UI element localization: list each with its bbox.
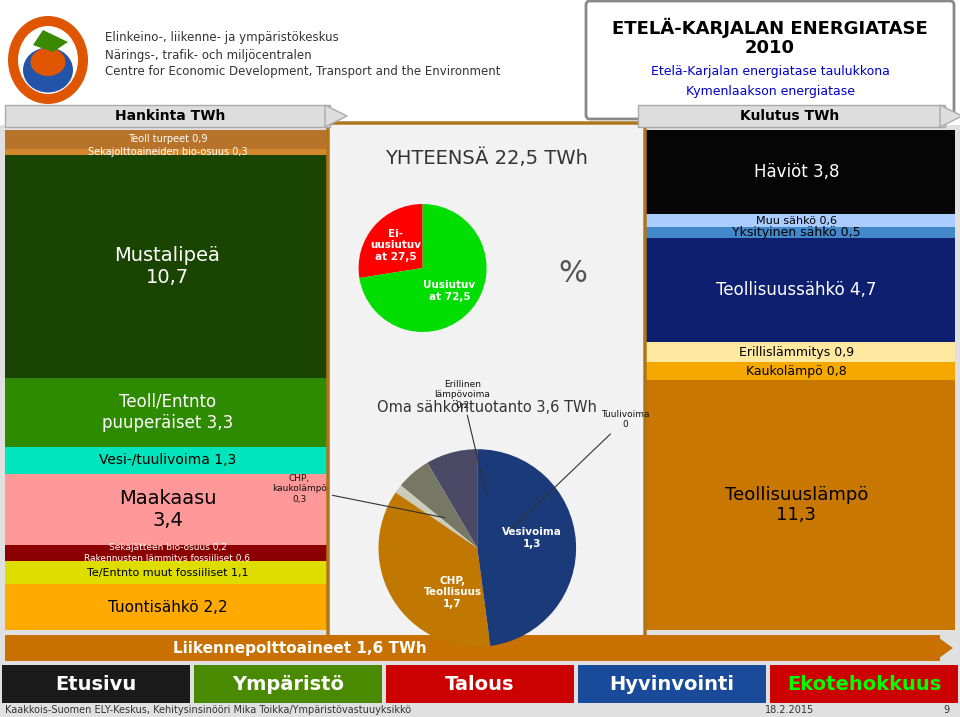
Text: Centre for Economic Development, Transport and the Environment: Centre for Economic Development, Transpo… — [105, 65, 500, 78]
Text: Ekotehokkuus: Ekotehokkuus — [787, 675, 941, 693]
Bar — [5, 447, 330, 474]
Bar — [0, 0, 960, 125]
FancyArrow shape — [940, 105, 960, 127]
Bar — [5, 474, 330, 545]
Text: ETELÄ-KARJALAN ENERGIATASE: ETELÄ-KARJALAN ENERGIATASE — [612, 18, 928, 38]
Bar — [5, 148, 330, 155]
Bar — [638, 343, 955, 362]
Bar — [5, 545, 330, 561]
Wedge shape — [359, 204, 487, 332]
Bar — [386, 665, 574, 703]
Text: Erillinen
lämpövoima
0,2: Erillinen lämpövoima 0,2 — [435, 380, 491, 496]
Text: Kaakkois-Suomen ELY-Keskus, Kehitysinsinööri Mika Toikka/Ympäristövastuuyksikkö: Kaakkois-Suomen ELY-Keskus, Kehitysinsin… — [5, 705, 411, 715]
Text: 2010: 2010 — [745, 39, 795, 57]
Text: Sekajolttoaineiden bio-osuus 0,3: Sekajolttoaineiden bio-osuus 0,3 — [87, 147, 248, 157]
Text: Närings-, trafik- och miljöcentralen: Närings-, trafik- och miljöcentralen — [105, 49, 312, 62]
Text: Liikennepolttoaineet 1,6 TWh: Liikennepolttoaineet 1,6 TWh — [173, 640, 427, 655]
Ellipse shape — [18, 26, 78, 94]
Text: Ei-
uusiutuv
at 27,5: Ei- uusiutuv at 27,5 — [371, 229, 421, 262]
FancyBboxPatch shape — [586, 1, 954, 119]
Bar — [194, 665, 382, 703]
Text: Ympäristö: Ympäristö — [232, 675, 344, 693]
Text: Etelä-Karjalan energiatase taulukkona: Etelä-Karjalan energiatase taulukkona — [651, 65, 889, 78]
Text: Mustalipeä
10,7: Mustalipeä 10,7 — [114, 246, 221, 287]
Text: Teoll/Entnto
puuperäiset 3,3: Teoll/Entnto puuperäiset 3,3 — [102, 393, 233, 432]
Text: Tuulivoima
0: Tuulivoima 0 — [509, 410, 650, 531]
Text: Talous: Talous — [445, 675, 515, 693]
Bar — [5, 561, 330, 584]
Text: Etusivu: Etusivu — [56, 675, 136, 693]
Text: %: % — [558, 259, 587, 288]
Text: CHP,
Teollisuus
1,7: CHP, Teollisuus 1,7 — [423, 576, 482, 609]
Bar — [638, 227, 955, 239]
Bar — [5, 130, 330, 148]
Text: Häviöt 3,8: Häviöt 3,8 — [754, 163, 839, 181]
Bar — [638, 380, 955, 630]
Wedge shape — [378, 493, 491, 647]
Text: YHTEENSÄ 22,5 TWh: YHTEENSÄ 22,5 TWh — [385, 148, 588, 168]
Bar — [638, 214, 955, 227]
Text: Uusiutuv
at 72,5: Uusiutuv at 72,5 — [423, 280, 475, 302]
Text: Teoll turpeet 0,9: Teoll turpeet 0,9 — [128, 134, 207, 144]
Text: Te/Entnto muut fossiiliset 1,1: Te/Entnto muut fossiiliset 1,1 — [86, 568, 249, 578]
Text: 18.2.2015: 18.2.2015 — [765, 705, 815, 715]
Wedge shape — [396, 485, 477, 548]
Text: Kaukolämpö 0,8: Kaukolämpö 0,8 — [746, 365, 847, 378]
Bar — [5, 378, 330, 447]
Text: Muu sähkö 0,6: Muu sähkö 0,6 — [756, 216, 837, 226]
Wedge shape — [359, 204, 422, 278]
Text: Elinkeino-, liikenne- ja ympäristökeskus: Elinkeino-, liikenne- ja ympäristökeskus — [105, 32, 339, 44]
Bar — [5, 635, 940, 661]
Text: Kulutus TWh: Kulutus TWh — [740, 109, 840, 123]
Wedge shape — [427, 449, 477, 548]
FancyArrow shape — [325, 105, 347, 127]
Text: Kymenlaakson energiatase: Kymenlaakson energiatase — [685, 85, 854, 98]
Text: 9: 9 — [944, 705, 950, 715]
Text: Sekajätteen bio-osuus 0,2
Rakennusten lämmitys fossiiliset 0,6: Sekajätteen bio-osuus 0,2 Rakennusten lä… — [84, 543, 251, 563]
Bar — [2, 665, 190, 703]
Text: Maakaasu
3,4: Maakaasu 3,4 — [119, 489, 216, 530]
Text: CHP,
kaukolämpö
0,3: CHP, kaukolämpö 0,3 — [272, 474, 444, 518]
FancyBboxPatch shape — [328, 123, 645, 643]
Bar — [638, 105, 945, 127]
Text: Erillislämmitys 0,9: Erillislämmitys 0,9 — [739, 346, 854, 358]
Text: Hyvinvointi: Hyvinvointi — [610, 675, 734, 693]
Text: Tuontisähkö 2,2: Tuontisähkö 2,2 — [108, 599, 228, 614]
Bar — [638, 239, 955, 343]
Text: Oma sähköntuotanto 3,6 TWh: Oma sähköntuotanto 3,6 TWh — [376, 401, 596, 415]
Bar — [5, 155, 330, 378]
Text: Teollisuuslämpö
11,3: Teollisuuslämpö 11,3 — [725, 485, 868, 524]
Wedge shape — [401, 462, 477, 548]
Ellipse shape — [8, 16, 88, 104]
Polygon shape — [33, 30, 68, 52]
Bar — [638, 130, 955, 214]
Text: Teollisuussähkö 4,7: Teollisuussähkö 4,7 — [716, 281, 876, 300]
FancyArrow shape — [935, 635, 953, 661]
Bar — [5, 105, 330, 127]
Text: Vesivoima
1,3: Vesivoima 1,3 — [502, 527, 562, 549]
Wedge shape — [477, 449, 576, 646]
Bar — [770, 665, 958, 703]
Text: Hankinta TWh: Hankinta TWh — [115, 109, 226, 123]
Text: Yksityinen sähkö 0,5: Yksityinen sähkö 0,5 — [732, 227, 861, 239]
Ellipse shape — [31, 48, 65, 76]
Bar — [5, 584, 330, 630]
Text: Vesi-/tuulivoima 1,3: Vesi-/tuulivoima 1,3 — [99, 453, 236, 467]
Bar — [578, 665, 766, 703]
Bar — [638, 362, 955, 380]
Ellipse shape — [23, 47, 73, 92]
